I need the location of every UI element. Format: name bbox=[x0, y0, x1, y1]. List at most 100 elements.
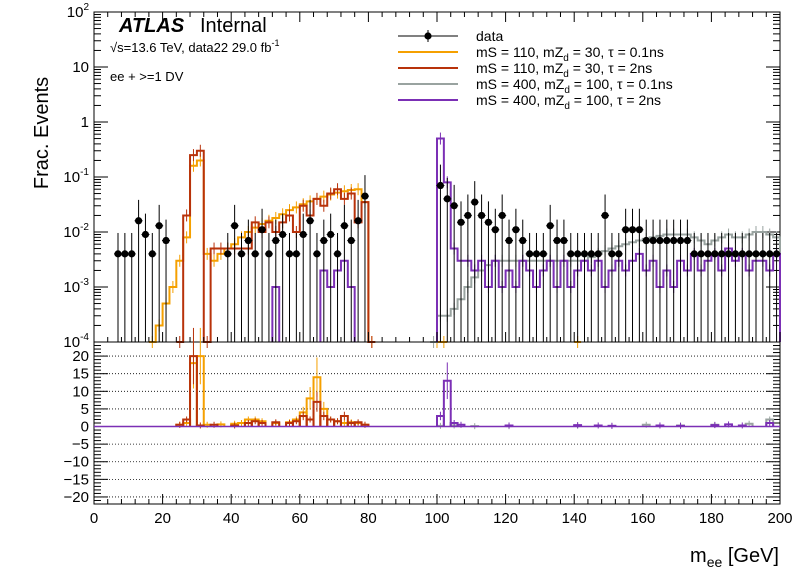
data-point bbox=[464, 211, 472, 220]
data-point bbox=[237, 250, 246, 258]
data-point bbox=[594, 250, 602, 258]
data-point bbox=[128, 250, 136, 258]
legend-label: mS = 400, mZd = 100, τ = 2ns bbox=[476, 92, 661, 112]
legend-label: mS = 110, mZd = 30, τ = 0.1ns bbox=[476, 44, 664, 64]
data-point bbox=[635, 226, 643, 234]
data-point bbox=[690, 250, 698, 258]
x-axis-title-subscript: ee bbox=[707, 554, 723, 570]
data-point bbox=[553, 236, 561, 245]
data-point bbox=[663, 236, 671, 245]
y-tick-label-base: 10 bbox=[72, 59, 89, 76]
y-tick-label-exponent: 2 bbox=[83, 2, 89, 13]
ratio-y-tick-label: −15 bbox=[64, 471, 89, 488]
y-tick-label-exponent: -1 bbox=[80, 167, 89, 178]
legend-label-rest: = 30, τ = 2ns bbox=[569, 60, 652, 76]
data-point bbox=[436, 181, 445, 190]
legend-marker-point bbox=[424, 32, 432, 40]
data-point bbox=[704, 250, 712, 258]
ratio-y-tick-label: 10 bbox=[72, 383, 89, 400]
data-point bbox=[155, 222, 163, 230]
status-label: Internal bbox=[200, 15, 267, 37]
data-point bbox=[724, 250, 733, 258]
data-point bbox=[587, 250, 595, 258]
data-point bbox=[114, 250, 122, 258]
data-point bbox=[224, 250, 232, 258]
ratio-y-tick-label: 0 bbox=[81, 419, 89, 436]
legend-label-subscript: d bbox=[564, 85, 570, 96]
data-point bbox=[745, 250, 753, 258]
data-point bbox=[656, 236, 664, 245]
y-tick-label: 10-2 bbox=[63, 222, 89, 241]
ratio-y-tick-label: 5 bbox=[81, 401, 89, 418]
data-point bbox=[601, 211, 609, 220]
data-point bbox=[141, 230, 150, 239]
legend-label-main: mS = 400, mZ bbox=[476, 76, 565, 92]
data-point bbox=[272, 236, 280, 245]
ratio-series-b8320a bbox=[175, 327, 370, 429]
energy-label: √s=13.6 TeV, data22 29.0 fb-1 bbox=[110, 38, 279, 55]
data-point bbox=[361, 192, 369, 200]
y-tick-label-exponent: -4 bbox=[80, 332, 89, 343]
y-tick-label-base: 10 bbox=[63, 279, 80, 296]
data-points bbox=[114, 164, 781, 342]
data-point bbox=[670, 236, 678, 245]
x-axis: 0 20 40 60 80 100 120 140 160 180 200 bbox=[90, 12, 793, 527]
legend-label-main: mS = 400, mZ bbox=[476, 92, 565, 108]
data-point bbox=[299, 230, 307, 239]
data-point bbox=[292, 250, 300, 258]
data-point bbox=[498, 211, 506, 220]
data-point bbox=[683, 236, 691, 245]
data-point bbox=[766, 250, 774, 258]
x-tick-label: 140 bbox=[562, 510, 587, 527]
data-point bbox=[134, 217, 143, 225]
data-point bbox=[738, 250, 746, 258]
x-tick-label: 200 bbox=[767, 510, 792, 527]
data-point bbox=[491, 226, 499, 234]
data-point bbox=[539, 250, 547, 258]
data-point bbox=[306, 217, 314, 225]
data-point bbox=[532, 250, 541, 258]
data-point bbox=[121, 250, 129, 258]
ratio-y-tick-label: −10 bbox=[64, 454, 89, 471]
y-tick-label-exponent: -2 bbox=[80, 222, 89, 233]
atlas-label: ATLAS bbox=[118, 15, 185, 37]
data-point bbox=[759, 250, 767, 258]
legend-label-subscript: d bbox=[563, 53, 569, 64]
data-point bbox=[340, 222, 348, 230]
y-tick-label: 1 bbox=[81, 114, 89, 131]
data-point bbox=[450, 202, 458, 210]
top-series-group bbox=[114, 132, 781, 348]
data-point bbox=[285, 250, 294, 258]
selection-label: ee + >=1 DV bbox=[110, 69, 184, 84]
legend-label-main: data bbox=[476, 28, 503, 44]
data-point bbox=[251, 250, 259, 258]
legend-label: mS = 110, mZd = 30, τ = 2ns bbox=[476, 60, 652, 80]
x-tick-label: 160 bbox=[630, 510, 655, 527]
x-tick-label: 40 bbox=[223, 510, 240, 527]
data-point bbox=[711, 250, 719, 258]
data-point bbox=[231, 222, 239, 230]
data-point bbox=[327, 230, 335, 239]
x-tick-label: 100 bbox=[424, 510, 449, 527]
x-tick-label: 180 bbox=[699, 510, 724, 527]
data-point bbox=[718, 250, 726, 258]
data-point bbox=[443, 195, 451, 203]
y-tick-label-base: 10 bbox=[63, 224, 80, 241]
data-point bbox=[258, 226, 266, 234]
histogram-step bbox=[430, 231, 781, 343]
y-tick-label: 10 bbox=[72, 59, 89, 76]
y-tick-label: 102 bbox=[67, 2, 90, 21]
data-point bbox=[519, 236, 527, 245]
energy-text: √s=13.6 TeV, data22 29.0 fb bbox=[110, 40, 271, 55]
data-point bbox=[772, 250, 781, 258]
legend-label-subscript: d bbox=[564, 101, 570, 112]
data-point bbox=[265, 250, 273, 258]
x-tick-label: 80 bbox=[360, 510, 377, 527]
x-tick-label: 20 bbox=[154, 510, 171, 527]
x-tick-label: 0 bbox=[90, 510, 98, 527]
data-point bbox=[676, 236, 685, 245]
data-point bbox=[477, 211, 486, 220]
ratio-y-tick-label: 20 bbox=[72, 348, 89, 365]
